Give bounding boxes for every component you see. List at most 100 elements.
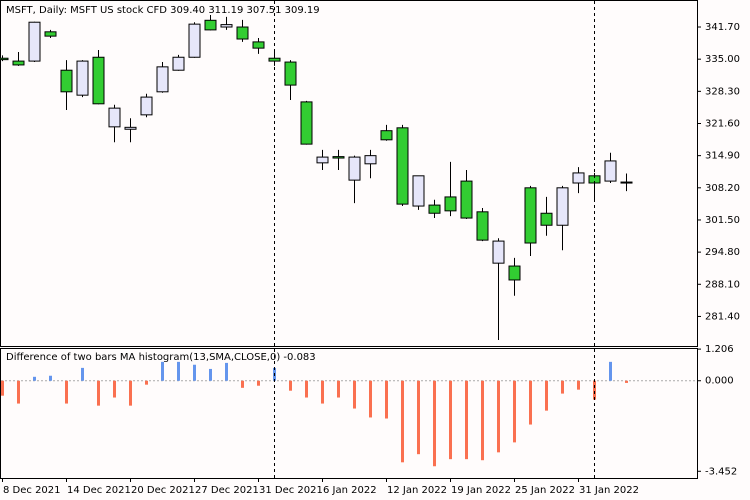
candle-body (460, 180, 473, 219)
histogram-bar (369, 380, 372, 418)
x-tick-label: 31 Dec 2021 (259, 485, 323, 496)
histogram-bar (49, 375, 52, 381)
candle-body (524, 187, 537, 244)
histogram-bar (193, 364, 196, 381)
y-tick-label: 0.000 (705, 376, 734, 387)
candle-body (252, 41, 265, 49)
x-tick-label: 27 Dec 2021 (195, 485, 259, 496)
candle-body (572, 172, 585, 184)
histogram-bar (129, 380, 132, 406)
candle-body (396, 127, 409, 205)
candle-body (236, 26, 249, 40)
sub-frame (0, 348, 698, 479)
histogram-bar (449, 380, 452, 460)
y-tick-label: 341.70 (705, 22, 740, 33)
candle-body (316, 156, 329, 164)
candle-body (476, 211, 489, 241)
candle-body (428, 204, 441, 214)
histogram-bar (225, 362, 228, 381)
histogram-bar (161, 361, 164, 381)
histogram-bar (97, 380, 100, 406)
candle-body (348, 156, 361, 181)
candle-body (620, 181, 633, 184)
candle-body (364, 155, 377, 165)
histogram-bar (17, 380, 20, 404)
histogram-bar (545, 380, 548, 411)
y-tick-label: 1.206 (705, 344, 734, 355)
candle-body (44, 31, 57, 37)
candle-body (556, 187, 569, 226)
histogram-bar (497, 380, 500, 453)
candle-body (140, 96, 153, 116)
histogram-bar (289, 380, 292, 391)
x-tick-label: 20 Dec 2021 (131, 485, 195, 496)
histogram-bar (593, 380, 596, 400)
candle-body (28, 21, 41, 62)
candle-body (76, 60, 89, 96)
histogram-bar (113, 380, 116, 398)
candle-body (156, 66, 169, 93)
x-tick-label: 8 Dec 2021 (3, 485, 61, 496)
histogram-bar (577, 380, 580, 390)
histogram-bar (209, 368, 212, 381)
candle-body (188, 23, 201, 58)
candle-body (0, 57, 9, 61)
candle-body (540, 212, 553, 226)
histogram-bar (433, 380, 436, 467)
candle-body (268, 57, 281, 62)
histogram-bar (145, 380, 148, 385)
indicator-title: Difference of two bars MA histogram(13,S… (6, 352, 316, 363)
candle-body (172, 56, 185, 71)
histogram-bar (305, 380, 308, 398)
candle-body (108, 107, 121, 128)
y-tick-label: 281.40 (705, 311, 740, 322)
candle-body (220, 24, 233, 28)
chart-title: MSFT, Daily: MSFT US stock CFD 309.40 31… (6, 5, 320, 16)
candle-body (284, 61, 297, 86)
y-tick-label: 321.60 (705, 118, 740, 129)
candle-body (332, 156, 345, 159)
candle-body (60, 69, 73, 93)
y-tick-label: 335.00 (705, 54, 740, 65)
histogram-bar (33, 376, 36, 381)
x-tick-label: 12 Jan 2022 (387, 485, 447, 496)
histogram-bar (353, 380, 356, 409)
candle-body (204, 19, 217, 31)
histogram-bar (241, 380, 244, 388)
histogram-bar (625, 380, 628, 383)
y-tick-label: 308.20 (705, 183, 740, 194)
histogram-bar (481, 380, 484, 461)
y-tick-label: 288.10 (705, 279, 740, 290)
histogram-bar (65, 380, 68, 404)
candle-body (12, 60, 25, 66)
x-tick-label: 19 Jan 2022 (451, 485, 511, 496)
y-tick-label: 314.90 (705, 151, 740, 162)
main-frame (0, 0, 698, 347)
histogram-bar (1, 380, 4, 396)
histogram-bar (417, 380, 420, 455)
histogram-bar (465, 380, 468, 460)
candle-body (604, 160, 617, 182)
candle-body (492, 240, 505, 264)
histogram-bar (177, 361, 180, 381)
candle-body (444, 196, 457, 212)
x-tick-label: 6 Jan 2022 (323, 485, 377, 496)
histogram-bar (81, 367, 84, 381)
histogram-bar (513, 380, 516, 443)
candle-body (300, 101, 313, 145)
histogram-bar (257, 380, 260, 386)
y-tick-label: 301.50 (705, 215, 740, 226)
histogram-bar (561, 380, 564, 394)
histogram-bar (321, 380, 324, 404)
candle-body (92, 56, 105, 105)
y-tick-label: 294.80 (705, 247, 740, 258)
x-tick-label: 14 Dec 2021 (67, 485, 131, 496)
histogram-bar (609, 361, 612, 381)
histogram-bar (529, 380, 532, 425)
x-tick-label: 31 Jan 2022 (579, 485, 639, 496)
candle-body (508, 265, 521, 281)
histogram-bar (337, 380, 340, 398)
histogram-bar (401, 380, 404, 463)
